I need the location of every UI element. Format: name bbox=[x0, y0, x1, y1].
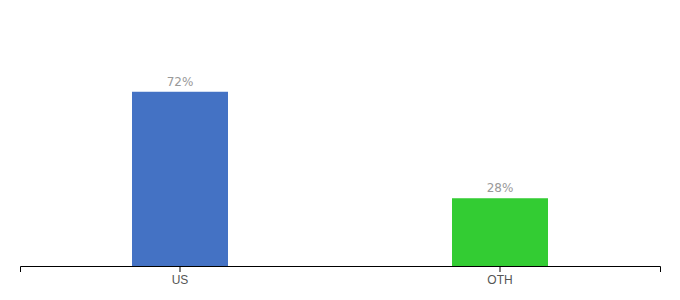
plot: US OTH 72% 28% bbox=[21, 75, 661, 287]
chart-svg: US OTH 72% 28% bbox=[0, 0, 680, 300]
x-axis-line bbox=[21, 267, 661, 273]
x-tick-mark bbox=[500, 266, 501, 272]
x-tick: OTH bbox=[487, 266, 512, 287]
x-tick-label: US bbox=[172, 273, 189, 287]
chart-container: US OTH 72% 28% bbox=[0, 0, 680, 300]
data-label: 28% bbox=[487, 181, 514, 195]
bars bbox=[132, 92, 548, 266]
x-tick: US bbox=[172, 266, 189, 287]
x-tick-label: OTH bbox=[487, 273, 512, 287]
data-label: 72% bbox=[167, 75, 194, 89]
x-tick-mark bbox=[180, 266, 181, 272]
bar bbox=[452, 198, 548, 266]
data-labels: 72% 28% bbox=[167, 75, 514, 195]
x-axis: US OTH bbox=[21, 266, 661, 287]
bar bbox=[132, 92, 228, 266]
